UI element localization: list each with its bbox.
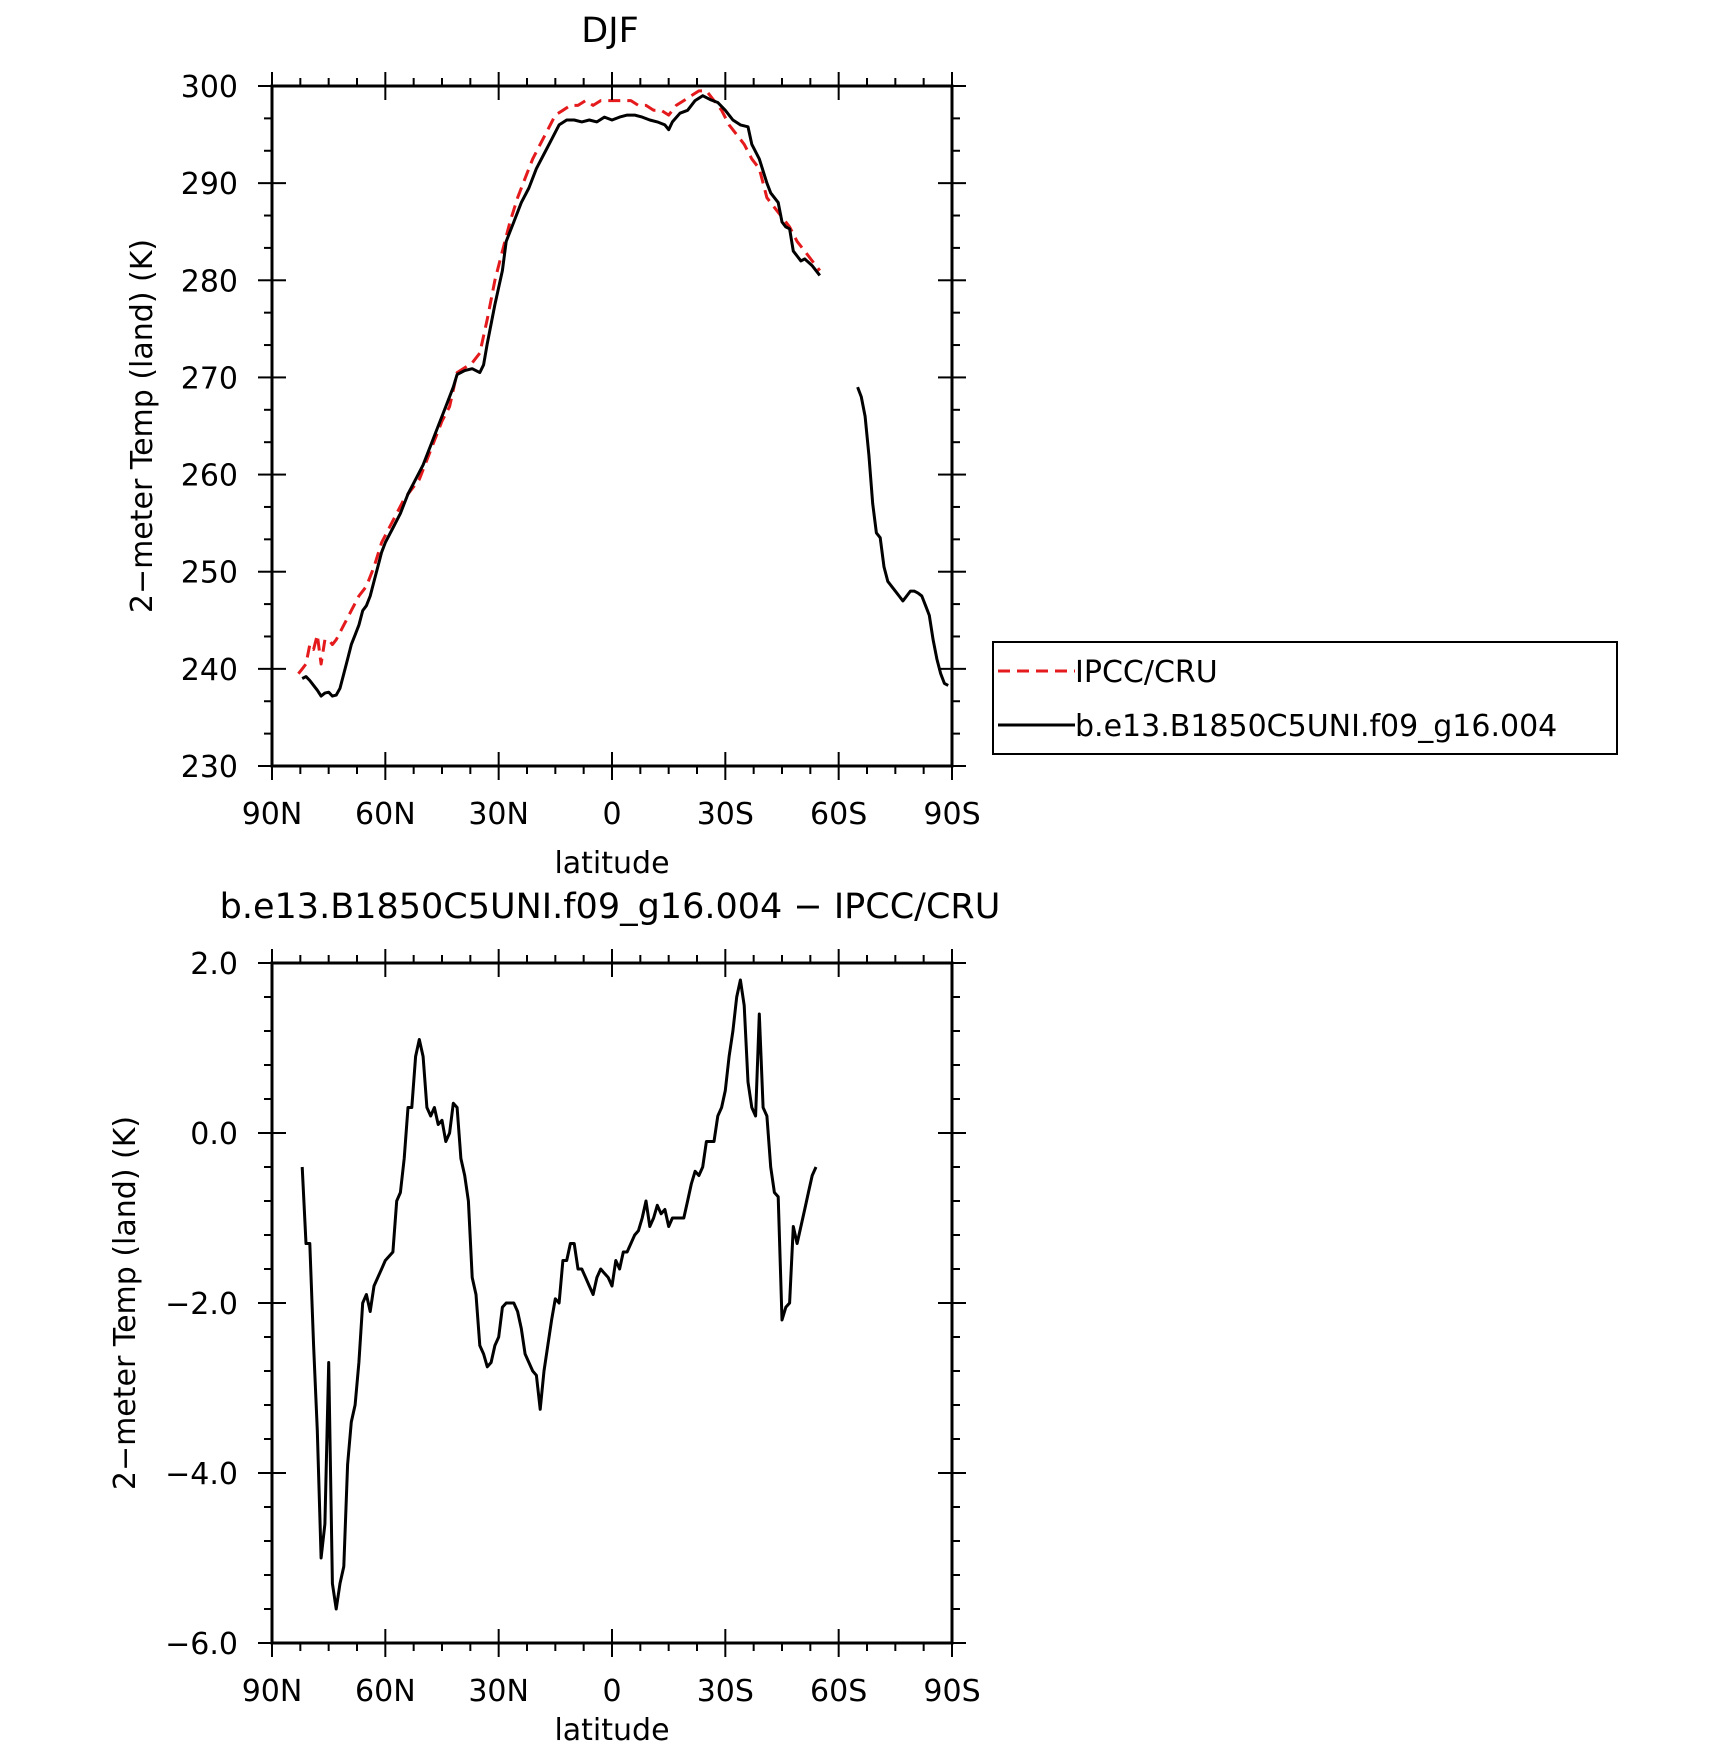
legend-label-ipcc-cru: IPCC/CRU	[1075, 655, 1218, 690]
bottom-y-tick-label: 0.0	[190, 1117, 238, 1152]
top-y-tick-label: 270	[181, 361, 238, 396]
bottom-line-series-0-segment-0	[300, 978, 818, 1611]
bottom-chart-title: b.e13.B1850C5UNI.f09_g16.004 − IPCC/CRU	[220, 887, 1001, 927]
top-y-tick-label: 250	[181, 556, 238, 591]
bottom-x-tick-label: 30N	[468, 1674, 529, 1709]
top-chart-plot-area	[297, 89, 949, 698]
top-line-ipcc-cru-segment-0	[297, 89, 821, 675]
top-x-tick-label: 30S	[697, 797, 754, 832]
top-x-tick-label: 60S	[810, 797, 867, 832]
top-y-tick-label: 280	[181, 264, 238, 299]
top-line-b-e13-b1850c5uni-f09-g16-004-segment-0	[301, 94, 821, 698]
bottom-x-tick-label: 0	[602, 1674, 621, 1709]
top-x-tick-label: 30N	[468, 797, 529, 832]
bottom-y-tick-label: −2.0	[165, 1287, 238, 1322]
bottom-x-tick-label: 60S	[810, 1674, 867, 1709]
top-plot-frame	[270, 84, 954, 768]
top-chart-title: DJF	[581, 11, 638, 51]
legend-box	[992, 641, 1618, 755]
top-x-tick-label: 90S	[923, 797, 980, 832]
bottom-x-tick-label: 90N	[242, 1674, 303, 1709]
bottom-x-tick-label: 60N	[355, 1674, 416, 1709]
bottom-x-axis-label: latitude	[554, 1713, 669, 1745]
top-y-axis-label: 2−meter Temp (land) (K)	[125, 239, 160, 613]
top-x-tick-label: 90N	[242, 797, 303, 832]
bottom-y-axis-label: 2−meter Temp (land) (K)	[108, 1116, 143, 1490]
top-x-axis-label: latitude	[554, 846, 669, 881]
top-x-tick-label: 0	[602, 797, 621, 832]
top-y-tick-label: 230	[181, 750, 238, 785]
bottom-panel: b.e13.B1850C5UNI.f09_g16.004 − IPCC/CRU …	[108, 887, 1000, 1745]
bottom-chart-plot-area	[300, 978, 818, 1611]
top-y-tick-label: 240	[181, 653, 238, 688]
top-line-b-e13-b1850c5uni-f09-g16-004-segment-1	[856, 386, 949, 687]
legend-label-model: b.e13.B1850C5UNI.f09_g16.004	[1075, 709, 1557, 744]
bottom-y-tick-label: −4.0	[165, 1457, 238, 1492]
bottom-y-tick-label: −6.0	[165, 1627, 238, 1662]
bottom-axis-ticks: −6.0 −4.0 −2.0 0.0 2.0 90N 60N 30N 0 30S 60S 90S	[165, 947, 980, 1709]
top-y-tick-label: 290	[181, 167, 238, 202]
bottom-x-tick-label: 30S	[697, 1674, 754, 1709]
top-y-tick-label: 300	[181, 70, 238, 105]
bottom-x-tick-label: 90S	[923, 1674, 980, 1709]
bottom-plot-frame	[270, 961, 954, 1645]
legend: IPCC/CRU b.e13.B1850C5UNI.f09_g16.004	[992, 641, 1618, 755]
top-axis-ticks: 230 240 250 260 270 280 290 300 90N 60N 30N 0 30S 60S…	[181, 70, 981, 832]
top-panel: DJF 230 240 250 260 270 280 290 300 90N 60N 30N 0 30…	[125, 11, 1618, 881]
bottom-y-tick-label: 2.0	[190, 947, 238, 982]
top-y-tick-label: 260	[181, 459, 238, 494]
top-x-tick-label: 60N	[355, 797, 416, 832]
